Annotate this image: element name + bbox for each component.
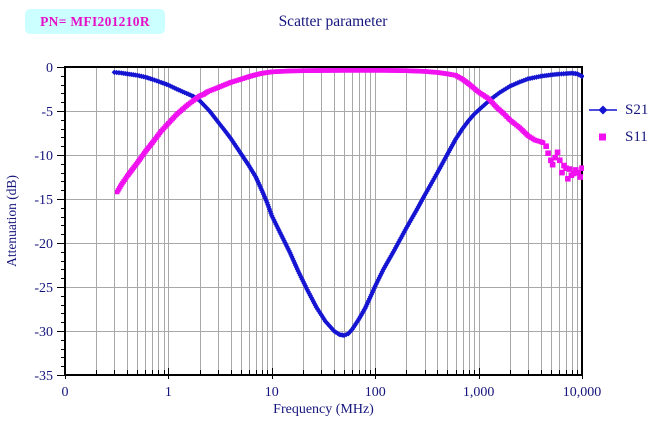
s21-curve	[111, 69, 584, 339]
s11-curve	[114, 68, 546, 195]
legend-label-s11: S11	[625, 128, 648, 145]
y-tick-label: -30	[34, 325, 53, 340]
x-tick-label: 1,000	[463, 385, 495, 400]
tick-labels: 0 -5 -10 -15 -20 -25 -30 -35 0 1 10 100 1,000 10,000	[34, 61, 601, 400]
y-tick-label: -5	[41, 105, 53, 120]
s11-square-icon	[599, 133, 606, 141]
x-tick-label: 0	[62, 385, 69, 400]
y-tick-label: -15	[34, 193, 53, 208]
y-tick-label: -25	[34, 281, 53, 296]
y-tick-label: -10	[34, 149, 53, 164]
x-tick-label: 10	[265, 385, 279, 400]
x-tick-label: 10,000	[563, 385, 602, 400]
chart-legend: S21 S11	[588, 101, 648, 146]
s11-scatter-points	[543, 143, 584, 182]
chart-title: Scatter parameter	[278, 13, 388, 30]
x-tick-label: 1	[165, 385, 172, 400]
legend-item-s11: S11	[588, 128, 648, 146]
y-axis-title: Attenuation (dB)	[4, 175, 19, 267]
y-tick-label: -20	[34, 237, 53, 252]
part-number-label: PN= MFI201210R	[40, 13, 150, 29]
s21-line-diamond-icon	[589, 105, 617, 115]
legend-item-s21: S21	[588, 101, 648, 119]
y-tick-label: -35	[34, 369, 53, 384]
part-number-badge: PN= MFI201210R	[25, 9, 165, 34]
grid-lines	[65, 67, 582, 375]
x-tick-label: 100	[365, 385, 386, 400]
plot-border	[64, 66, 583, 376]
legend-label-s21: S21	[625, 101, 649, 118]
y-tick-label: 0	[46, 61, 53, 76]
x-axis-title: Frequency (MHz)	[273, 402, 374, 417]
